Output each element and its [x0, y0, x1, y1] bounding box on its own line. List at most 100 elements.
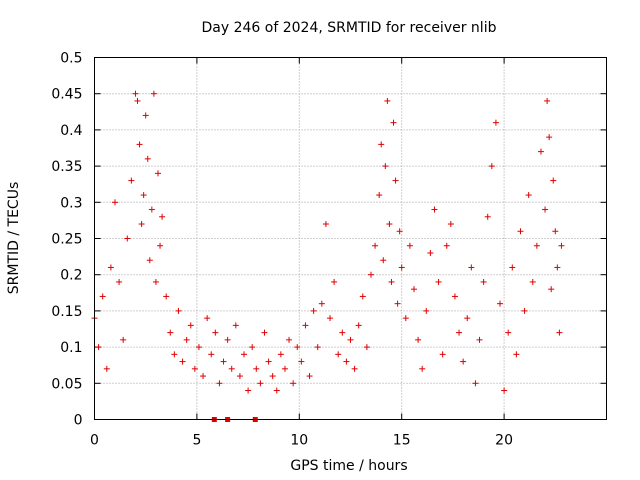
data-point — [208, 351, 215, 358]
data-point — [191, 365, 198, 372]
y-tick-label: 0.4 — [60, 123, 82, 139]
data-point — [107, 264, 114, 271]
data-point — [548, 286, 555, 293]
data-point — [339, 329, 346, 336]
data-point — [306, 373, 313, 380]
data-point — [501, 387, 508, 394]
data-point — [533, 242, 540, 249]
data-point — [505, 329, 512, 336]
data-point — [140, 192, 147, 199]
x-tick-label: 5 — [192, 433, 201, 449]
data-point — [277, 351, 284, 358]
data-point — [183, 336, 190, 343]
data-point — [152, 278, 159, 285]
data-points — [91, 90, 565, 422]
data-point — [144, 155, 151, 162]
data-point — [310, 307, 317, 314]
data-point — [376, 192, 383, 199]
data-point — [146, 257, 153, 264]
data-point — [529, 278, 536, 285]
grid-lines — [94, 57, 607, 420]
data-point — [116, 278, 123, 285]
data-point — [167, 329, 174, 336]
data-point — [443, 242, 450, 249]
data-point — [220, 358, 227, 365]
data-point — [435, 278, 442, 285]
data-point — [290, 380, 297, 387]
data-point — [554, 264, 561, 271]
x-axis-label: GPS time / hours — [290, 458, 407, 474]
plot-frame — [94, 57, 607, 420]
data-point — [517, 228, 524, 235]
data-point — [224, 336, 231, 343]
y-tick-label: 0.25 — [51, 232, 82, 248]
data-point — [257, 380, 264, 387]
data-point — [347, 336, 354, 343]
data-point — [249, 344, 256, 351]
y-tick-label: 0.3 — [60, 195, 82, 211]
data-point — [351, 365, 358, 372]
data-point — [128, 177, 135, 184]
data-point — [200, 373, 207, 380]
data-point — [402, 315, 409, 322]
x-tick-label: 15 — [393, 433, 411, 449]
data-point — [419, 365, 426, 372]
data-point — [525, 192, 532, 199]
axis-ticks: 0 0.05 0.1 0.15 0.2 0.25 0.3 0.35 0.4 0.45 0.5 0 5 10… — [51, 51, 607, 449]
data-point — [392, 177, 399, 184]
data-point — [556, 329, 563, 336]
data-point — [537, 148, 544, 155]
x-tick-label: 10 — [290, 433, 308, 449]
data-point — [456, 329, 463, 336]
data-point — [318, 300, 325, 307]
data-point — [396, 228, 403, 235]
data-point — [261, 329, 268, 336]
data-point — [460, 358, 467, 365]
data-point — [111, 199, 118, 206]
data-point — [269, 373, 276, 380]
data-point — [99, 293, 106, 300]
data-point — [132, 90, 139, 97]
data-point — [281, 365, 288, 372]
data-point — [136, 141, 143, 148]
y-tick-label: 0.15 — [51, 304, 82, 320]
y-tick-label: 0.1 — [60, 340, 82, 356]
data-point — [410, 286, 417, 293]
data-point — [546, 134, 553, 141]
data-point — [521, 307, 528, 314]
data-point — [544, 97, 551, 104]
data-point — [179, 358, 186, 365]
data-point — [542, 206, 549, 213]
data-point — [171, 351, 178, 358]
data-point — [439, 351, 446, 358]
data-point — [476, 336, 483, 343]
data-point — [398, 264, 405, 271]
data-point — [154, 170, 161, 177]
data-point — [406, 242, 413, 249]
data-point — [550, 177, 557, 184]
data-point — [302, 322, 309, 329]
data-point — [367, 271, 374, 278]
data-point — [492, 119, 499, 126]
data-point — [175, 307, 182, 314]
data-point — [204, 315, 211, 322]
data-point — [451, 293, 458, 300]
data-point — [294, 344, 301, 351]
data-point — [513, 351, 520, 358]
data-point — [187, 322, 194, 329]
data-point — [497, 300, 504, 307]
data-point — [468, 264, 475, 271]
data-point — [480, 278, 487, 285]
data-point — [159, 213, 166, 220]
data-point — [228, 365, 235, 372]
y-tick-label: 0 — [74, 413, 83, 429]
data-point — [245, 387, 252, 394]
data-point — [241, 351, 248, 358]
data-point — [138, 221, 145, 228]
data-point — [124, 235, 131, 242]
data-point — [359, 293, 366, 300]
y-axis-label: SRMTID / TECUs — [6, 182, 22, 295]
x-tick-label: 0 — [90, 433, 99, 449]
data-point — [382, 163, 389, 170]
data-point — [253, 365, 260, 372]
